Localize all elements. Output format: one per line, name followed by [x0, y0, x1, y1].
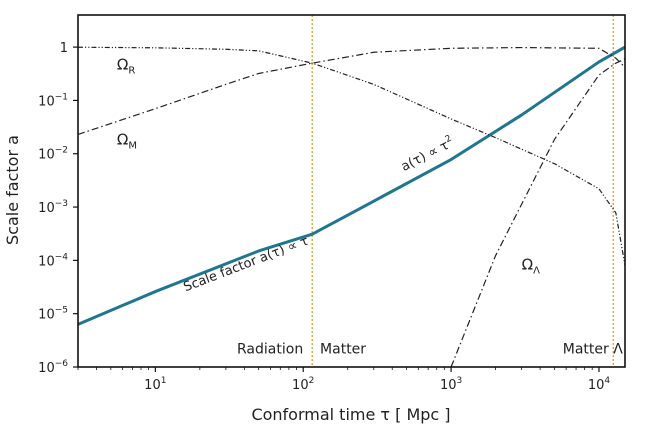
omega-lambda-curve: [450, 58, 625, 367]
scale-factor-curve: [78, 45, 625, 326]
omega-m-label: ΩM: [117, 131, 137, 152]
y-tick-label-5: 10−4: [38, 252, 68, 269]
matter-era-label: Matter: [320, 341, 366, 357]
omega-r-label: ΩR: [117, 56, 135, 77]
x-tick-label-4: 104: [588, 376, 611, 393]
y-tick-label-4: 10−3: [38, 199, 68, 216]
radiation-fit-label: Scale factor a(τ) ∝ τ: [182, 234, 311, 296]
x-tick-label-3: 103: [440, 376, 462, 393]
x-axis-title: Conformal time τ [ Mpc ]: [251, 405, 450, 424]
radiation-era-label: Radiation: [237, 341, 303, 357]
matter-lambda-era-label: Matter Λ: [563, 341, 623, 357]
omega-lambda-label: ΩΛ: [522, 255, 540, 276]
y-tick-label-7: 10−6: [38, 359, 68, 376]
plot-frame: [77, 14, 626, 368]
y-tick-label-3: 10−2: [38, 146, 68, 163]
omega-r-curve: [78, 46, 625, 266]
x-tick-label-2: 102: [292, 376, 314, 393]
omega-m-curve: [78, 46, 625, 136]
y-axis-title: Scale factor a: [3, 135, 22, 245]
y-tick-label-1: 1: [60, 41, 68, 56]
axis-ticks: 101 102 103 104 1 10−1 10−2 10−3 10−4 10−5 10−6: [38, 41, 610, 393]
y-tick-label-2: 10−1: [38, 92, 68, 109]
x-tick-label-1: 101: [144, 376, 166, 393]
matter-fit-label: a(τ) ∝ τ2: [398, 134, 457, 175]
y-tick-label-6: 10−5: [38, 306, 68, 323]
plot-area: ΩR ΩM ΩΛ Radiation Matter Matter Λ Scale facto…: [78, 15, 625, 367]
